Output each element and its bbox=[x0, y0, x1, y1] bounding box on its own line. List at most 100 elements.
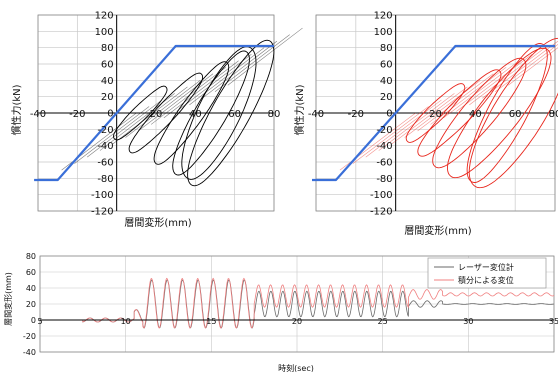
c1-core-stroke-5 bbox=[125, 80, 201, 138]
c2-core-stroke-2 bbox=[365, 99, 442, 158]
c3-ytick-label-3: 20 bbox=[26, 300, 36, 309]
c2-xtick-label-5: 60 bbox=[509, 109, 522, 120]
c2-core-stroke-11 bbox=[482, 40, 558, 99]
c1-core-stroke-11 bbox=[202, 40, 278, 99]
c3-xtick-label-0: 5 bbox=[37, 317, 42, 326]
c1-core-stroke-4 bbox=[112, 86, 188, 145]
c2-loop-2 bbox=[432, 57, 527, 169]
c3-ytick-label-2: 0 bbox=[31, 316, 36, 325]
c2-core-stroke-8 bbox=[443, 60, 520, 119]
c3-xtick-label-2: 15 bbox=[206, 317, 216, 326]
c3-ytick-label-5: 60 bbox=[26, 268, 36, 277]
c1-ytick-label-8: 40 bbox=[101, 76, 114, 87]
c1-xtick-label-6: 80 bbox=[268, 109, 281, 120]
c2-core-stroke-6 bbox=[417, 73, 494, 132]
c2-envelope-line bbox=[312, 44, 555, 182]
c2-xtick-label-1: -20 bbox=[348, 109, 364, 120]
c2-core-stroke-1 bbox=[352, 106, 429, 164]
c1-ytick-label-6: 0 bbox=[107, 109, 113, 120]
chart3-legend: レーザー変位計 積分による変位 bbox=[427, 257, 547, 289]
c1-core-stroke-8 bbox=[163, 60, 239, 119]
c1-ytick-label-10: 80 bbox=[101, 43, 114, 54]
c2-core-stroke-4 bbox=[391, 86, 468, 145]
c2-loop-3 bbox=[447, 47, 552, 179]
c2-ytick-label-11: 100 bbox=[374, 27, 393, 38]
c1-ytick-label-9: 60 bbox=[101, 60, 114, 71]
c2-xtick-label-3: 20 bbox=[429, 109, 442, 120]
chart2-plot bbox=[312, 37, 558, 189]
c1-core-stroke-1 bbox=[74, 106, 150, 164]
c3-ytick-label-1: -20 bbox=[23, 332, 36, 341]
c2-ytick-label-0: -120 bbox=[370, 207, 393, 218]
c2-ytick-label-5: -20 bbox=[376, 125, 392, 136]
c1-ytick-label-12: 120 bbox=[95, 11, 114, 22]
c2-xtick-label-0: -40 bbox=[308, 109, 324, 120]
c2-ytick-label-8: 40 bbox=[380, 76, 393, 87]
chart3-ylabel: 層間変形(mm) bbox=[3, 272, 13, 326]
c3-xtick-label-6: 35 bbox=[549, 317, 558, 326]
c3-xtick-label-3: 20 bbox=[292, 317, 302, 326]
c2-ytick-label-3: -60 bbox=[376, 158, 392, 169]
c3-ytick-label-4: 40 bbox=[26, 284, 36, 293]
c1-core-stroke-9 bbox=[176, 53, 252, 112]
c1-xtick-label-4: 40 bbox=[189, 109, 202, 120]
c1-envelope-line bbox=[34, 44, 274, 182]
chart1-ylabel: 慣性力(kN) bbox=[10, 84, 23, 135]
c3-ytick-label-0: -40 bbox=[23, 348, 36, 357]
c3-series-1 bbox=[40, 277, 555, 329]
chart2-ylabel: 慣性力(kN) bbox=[293, 84, 306, 135]
chart1-plot bbox=[34, 27, 303, 187]
c1-ytick-label-3: -60 bbox=[97, 158, 113, 169]
c1-core-stroke-10 bbox=[189, 47, 265, 106]
c2-ytick-label-9: 60 bbox=[380, 60, 393, 71]
c1-core-stroke-6 bbox=[138, 73, 214, 132]
c1-ytick-label-7: 20 bbox=[101, 92, 114, 103]
c2-ytick-label-12: 120 bbox=[374, 11, 393, 22]
c3-xtick-label-1: 10 bbox=[121, 317, 131, 326]
c2-ytick-label-10: 80 bbox=[380, 43, 393, 54]
c3-ytick-label-6: 80 bbox=[26, 252, 36, 261]
c1-ytick-label-1: -100 bbox=[91, 190, 114, 201]
legend-label-integrated: 積分による変位 bbox=[458, 275, 514, 285]
c1-xtick-label-3: 20 bbox=[150, 109, 163, 120]
c2-ytick-label-7: 20 bbox=[380, 92, 393, 103]
chart3-xlabel: 時刻(sec) bbox=[278, 363, 314, 372]
chart3-plot bbox=[40, 277, 555, 329]
c2-loop-5 bbox=[466, 43, 548, 183]
time-history-chart: 層間変形(mm) -40 -20 0 20 40 60 80 5 10 15 20 25 30 35 レー… bbox=[3, 252, 558, 372]
c1-core-stroke-3 bbox=[99, 93, 175, 151]
c2-xtick-label-4: 40 bbox=[469, 109, 482, 120]
c2-core-stroke-3 bbox=[378, 93, 455, 151]
chart1-xlabel: 層間変形(mm) bbox=[124, 216, 191, 229]
legend-box bbox=[427, 257, 547, 289]
chart2-xlabel: 層間変形(mm) bbox=[404, 224, 471, 237]
c2-loop-4 bbox=[468, 37, 558, 189]
legend-label-laser: レーザー変位計 bbox=[458, 262, 514, 272]
c1-ytick-label-5: -20 bbox=[97, 125, 113, 136]
c2-core-stroke-5 bbox=[404, 80, 481, 138]
c1-core-stroke-12 bbox=[214, 34, 290, 93]
c2-ytick-label-6: 0 bbox=[386, 109, 392, 120]
c2-core-stroke-7 bbox=[430, 67, 507, 125]
hysteresis-chart-red: 慣性力(kN) -120 -100 -80 -60 -40 -20 0 20 40 60 80 100… bbox=[293, 11, 558, 237]
c2-loop-1 bbox=[417, 69, 502, 157]
c2-ytick-label-2: -80 bbox=[376, 174, 392, 185]
c1-xtick-label-0: -40 bbox=[30, 109, 46, 120]
c2-ytick-label-1: -100 bbox=[370, 190, 393, 201]
c1-xtick-label-1: -20 bbox=[69, 109, 85, 120]
c1-ytick-label-0: -120 bbox=[91, 207, 114, 218]
c1-loop-2 bbox=[153, 61, 230, 165]
c2-loop-0 bbox=[405, 83, 466, 143]
c2-core-stroke-13 bbox=[508, 47, 558, 86]
c2-core-stroke-12 bbox=[495, 43, 558, 93]
chart2-ticks: -120 -100 -80 -60 -40 -20 0 20 40 60 80 100 120 -40 -2… bbox=[308, 11, 558, 218]
c2-ytick-label-4: -40 bbox=[376, 141, 392, 152]
c2-core-stroke-10 bbox=[469, 47, 546, 106]
c2-core-stroke-9 bbox=[456, 53, 533, 112]
c1-ytick-label-2: -80 bbox=[97, 174, 113, 185]
c1-ytick-label-4: -40 bbox=[97, 141, 113, 152]
c1-loop-4 bbox=[187, 39, 275, 187]
chart3-ticks: -40 -20 0 20 40 60 80 5 10 15 20 25 30 35 bbox=[23, 252, 558, 357]
c1-xtick-label-5: 60 bbox=[228, 109, 241, 120]
